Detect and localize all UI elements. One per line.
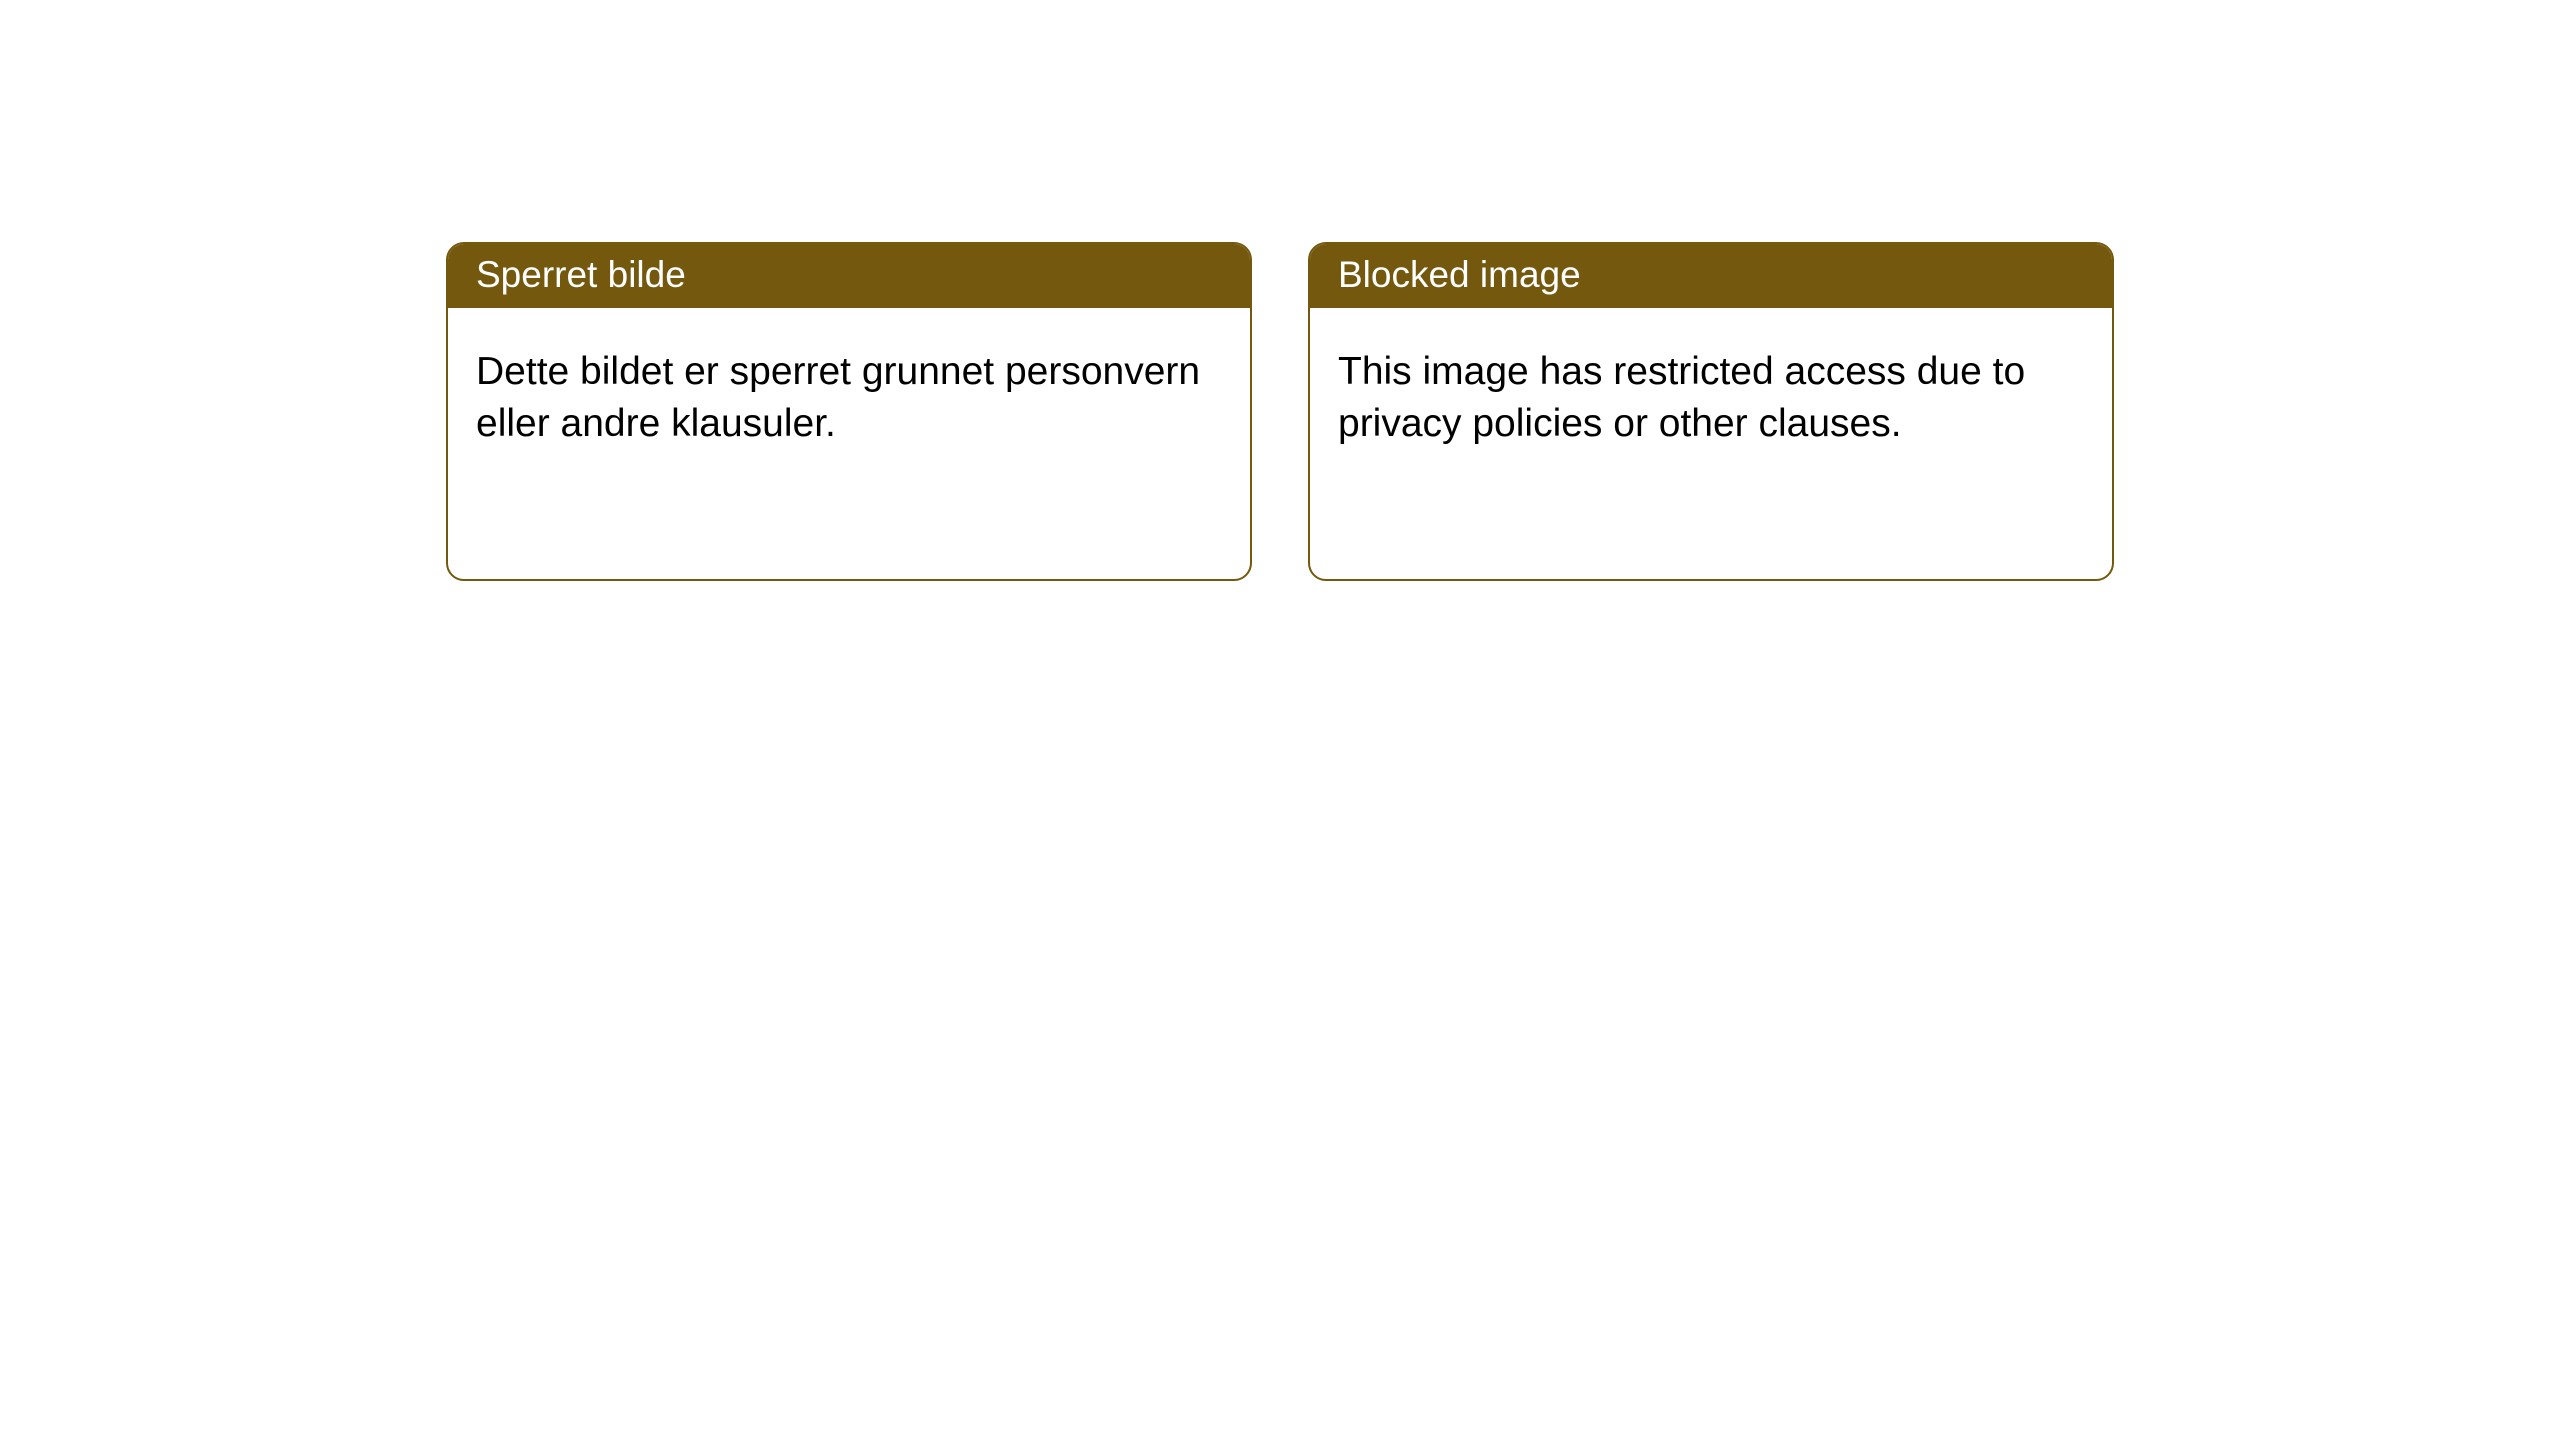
notice-card-english: Blocked image This image has restricted … bbox=[1308, 242, 2114, 581]
notice-card-title: Sperret bilde bbox=[476, 254, 686, 295]
notice-card-body-text: Dette bildet er sperret grunnet personve… bbox=[476, 350, 1200, 445]
notice-card-body: This image has restricted access due to … bbox=[1310, 308, 2112, 489]
notice-card-norwegian: Sperret bilde Dette bildet er sperret gr… bbox=[446, 242, 1252, 581]
notice-card-title: Blocked image bbox=[1338, 254, 1581, 295]
notice-card-body: Dette bildet er sperret grunnet personve… bbox=[448, 308, 1250, 489]
notice-card-body-text: This image has restricted access due to … bbox=[1338, 350, 2025, 445]
notice-card-header: Sperret bilde bbox=[448, 244, 1250, 308]
notice-card-header: Blocked image bbox=[1310, 244, 2112, 308]
notice-container: Sperret bilde Dette bildet er sperret gr… bbox=[446, 242, 2114, 581]
